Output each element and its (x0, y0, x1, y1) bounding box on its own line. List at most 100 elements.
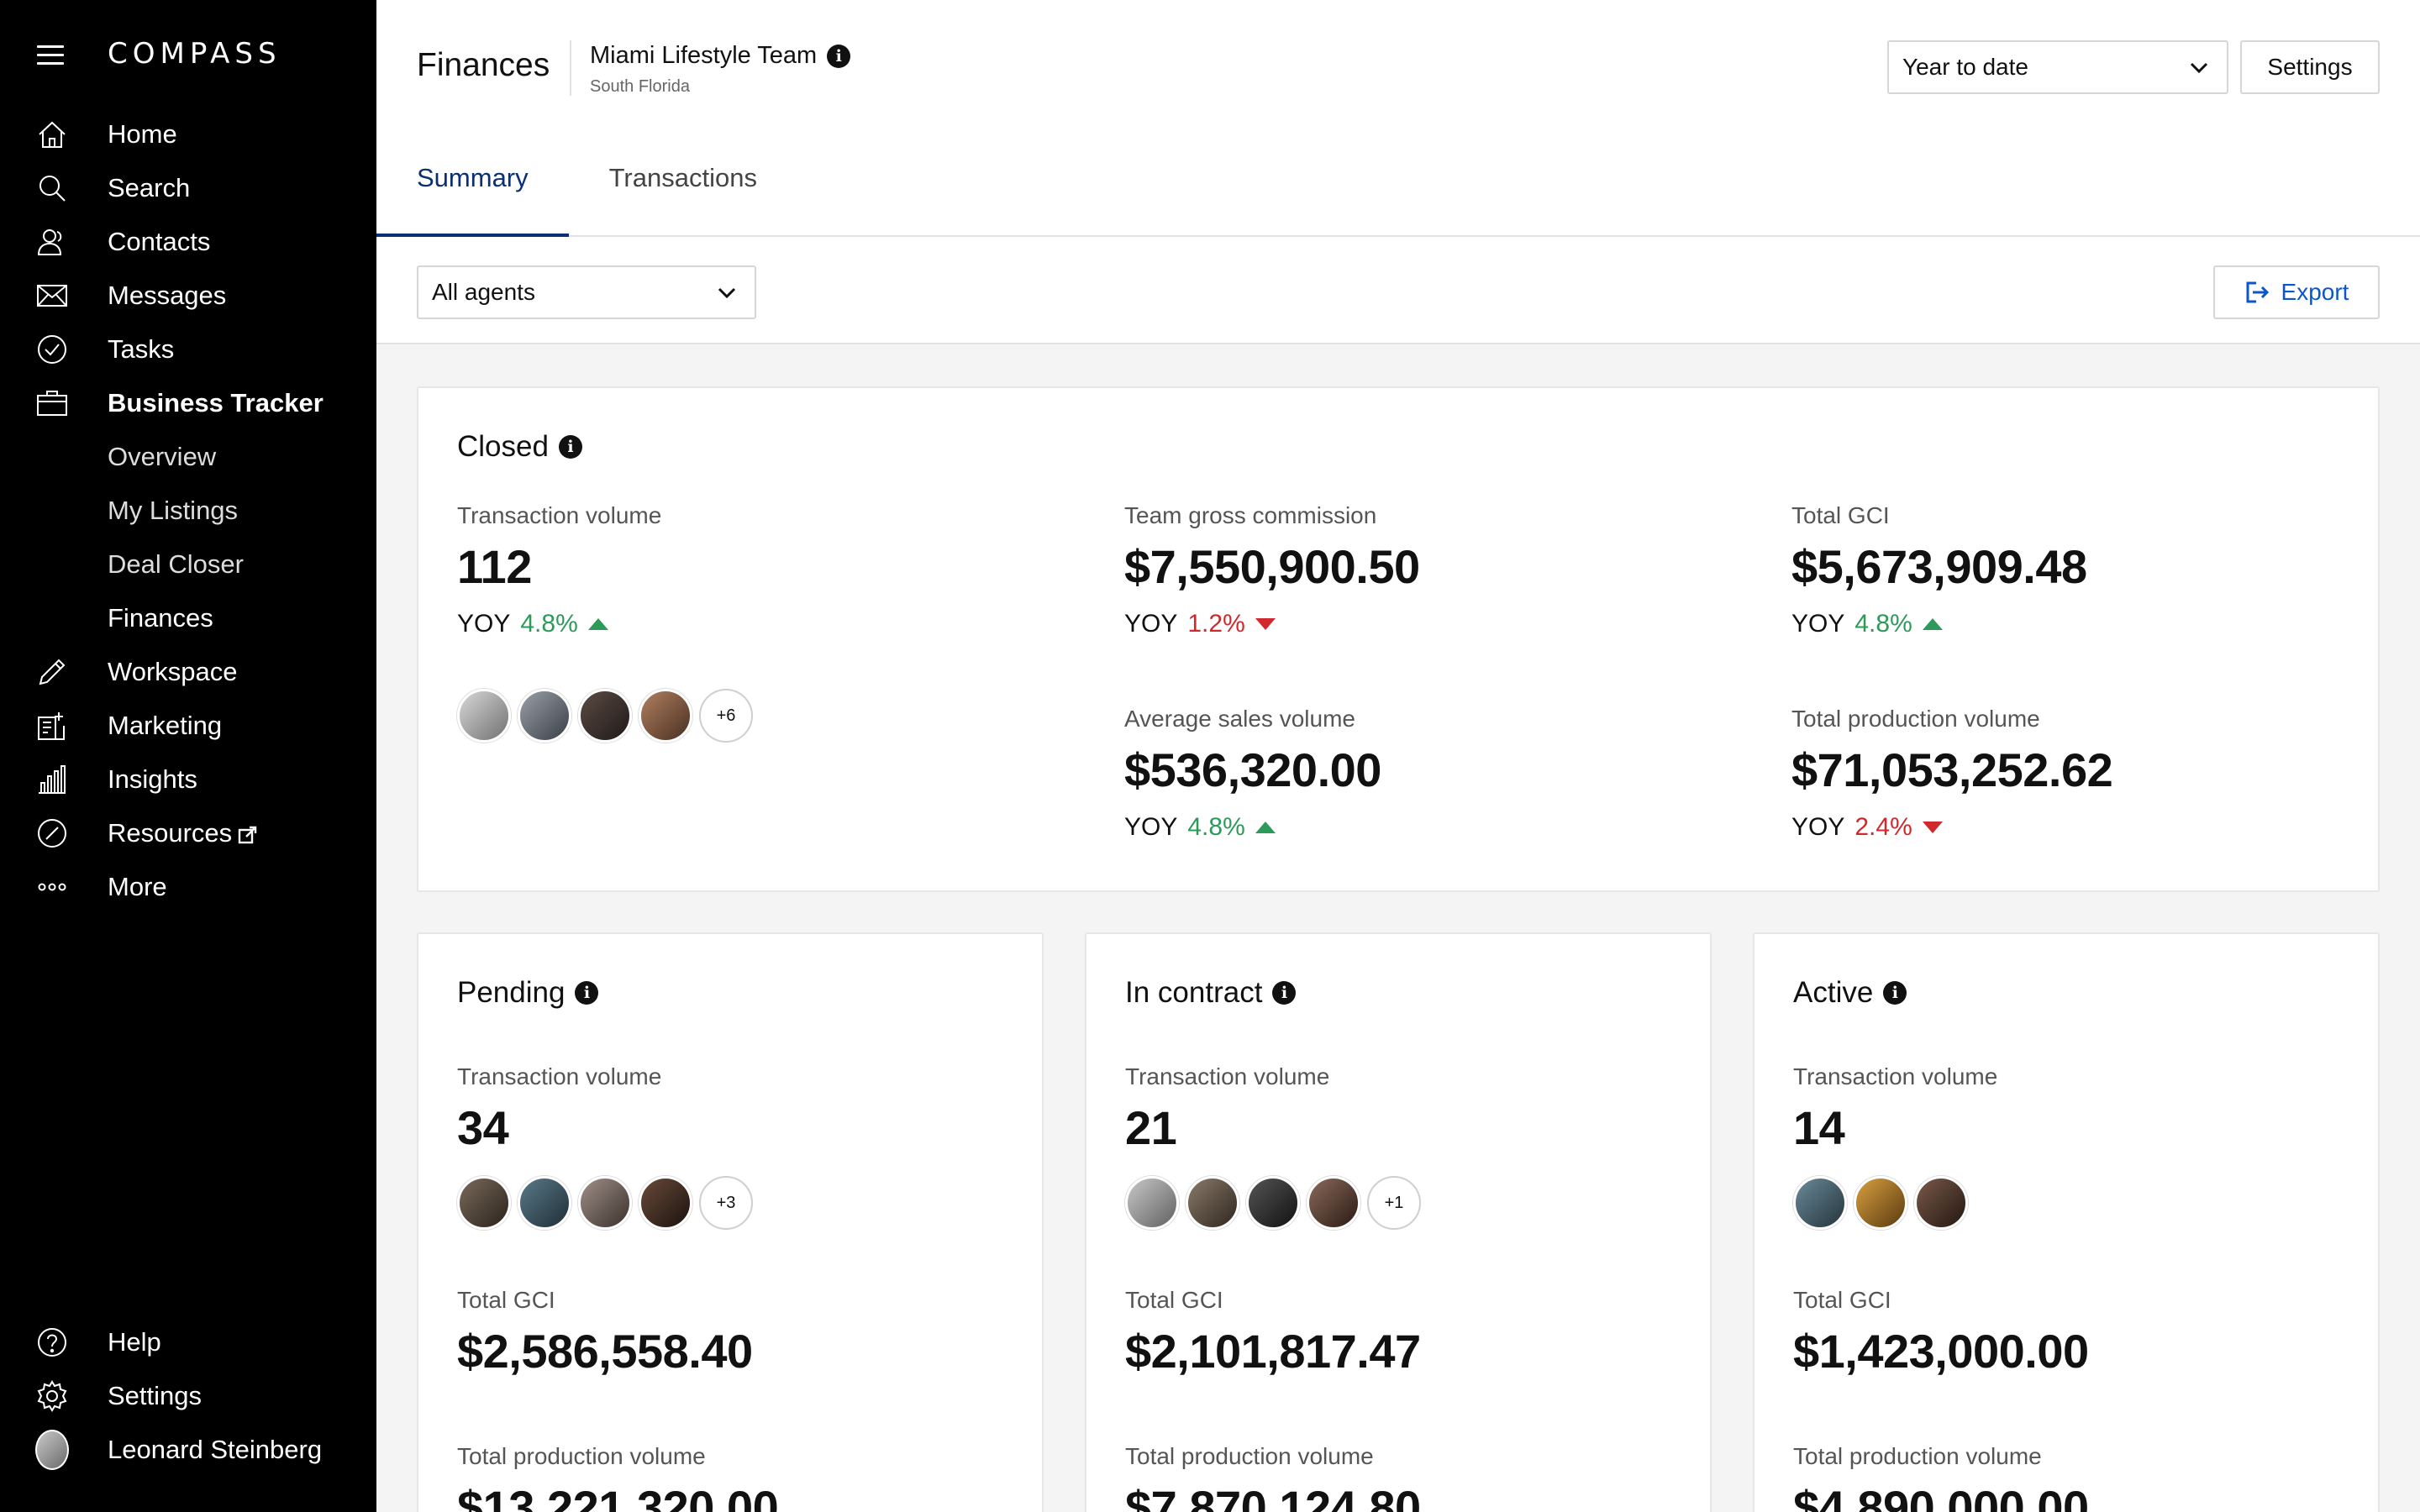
avatar[interactable] (578, 1176, 632, 1230)
nav-item-my-listings[interactable]: My Listings (0, 484, 376, 538)
avatar[interactable] (639, 689, 692, 743)
metric-value: $2,101,817.47 (1125, 1325, 1421, 1378)
nav-label: Overview (108, 442, 217, 471)
contacts-icon (35, 227, 69, 257)
arrow-down-icon (1922, 822, 1943, 833)
tab-summary[interactable]: Summary (376, 156, 569, 237)
avatar (35, 1430, 69, 1470)
nav-item-tasks[interactable]: Tasks (0, 323, 376, 376)
settings-button[interactable]: Settings (2240, 40, 2380, 94)
nav-label: Business Tracker (108, 388, 324, 417)
nav-item-more[interactable]: More (0, 860, 376, 914)
nav-item-settings[interactable]: Settings (0, 1369, 376, 1423)
metric-value: 34 (457, 1101, 509, 1154)
nav-item-help[interactable]: Help (0, 1315, 376, 1369)
nav-label: Tasks (108, 334, 175, 364)
yoy-indicator: YOY 1.2% (1124, 610, 1276, 638)
nav-item-marketing[interactable]: Marketing (0, 699, 376, 753)
metric-label: Total GCI (1125, 1287, 1223, 1313)
external-link-icon (238, 826, 257, 844)
bar-chart-icon (35, 764, 69, 795)
period-select[interactable]: Year to date (1887, 40, 2228, 94)
metric-label: Transaction volume (457, 1063, 662, 1089)
avatar[interactable] (1307, 1176, 1360, 1230)
nav-item-business-tracker[interactable]: Business Tracker (0, 376, 376, 430)
avatar[interactable] (1246, 1176, 1300, 1230)
metric-label: Total production volume (1125, 1443, 1374, 1469)
arrow-up-icon (1255, 822, 1276, 833)
nav-item-insights[interactable]: Insights (0, 753, 376, 806)
yoy-indicator: YOY 2.4% (1791, 813, 1943, 842)
info-icon[interactable]: i (558, 435, 582, 459)
nav-item-workspace[interactable]: Workspace (0, 645, 376, 699)
agent-avatars[interactable]: +6 (457, 689, 753, 743)
more-agents-badge[interactable]: +6 (699, 689, 753, 743)
chevron-down-icon (2190, 62, 2208, 74)
nav-item-messages[interactable]: Messages (0, 269, 376, 323)
more-agents-badge[interactable]: +1 (1367, 1176, 1421, 1230)
agent-avatars[interactable]: +1 (1125, 1176, 1421, 1230)
avatar[interactable] (518, 689, 571, 743)
metric-label: Total GCI (457, 1287, 555, 1313)
agents-select[interactable]: All agents (417, 265, 756, 319)
gear-icon (35, 1380, 69, 1412)
nav-label: Resources (108, 818, 259, 848)
hamburger-icon[interactable] (37, 45, 64, 65)
closed-title: Closed i (457, 430, 582, 464)
metric-value: $71,053,252.62 (1791, 743, 2113, 796)
agent-avatars[interactable]: +3 (457, 1176, 753, 1230)
compass-logo[interactable]: COMPASS (108, 37, 281, 71)
filter-bar: All agents Export (376, 237, 2420, 344)
nav-label: Marketing (108, 711, 223, 740)
nav-item-search[interactable]: Search (0, 161, 376, 215)
metric-value: 14 (1793, 1101, 1845, 1154)
check-circle-icon (35, 334, 69, 365)
avatar[interactable] (1125, 1176, 1179, 1230)
nav-item-home[interactable]: Home (0, 108, 376, 161)
avatar[interactable] (457, 1176, 511, 1230)
avatar[interactable] (1914, 1176, 1968, 1230)
nav-item-contacts[interactable]: Contacts (0, 215, 376, 269)
info-icon[interactable]: i (827, 44, 851, 68)
nav-label: Finances (108, 603, 213, 633)
metric-label: Total GCI (1791, 502, 1890, 528)
metric-label: Transaction volume (1793, 1063, 1998, 1089)
info-icon[interactable]: i (575, 981, 599, 1005)
avatar[interactable] (578, 689, 632, 743)
help-icon (35, 1327, 69, 1357)
nav-item-deal-closer[interactable]: Deal Closer (0, 538, 376, 591)
nav-label: Contacts (108, 227, 211, 256)
avatar[interactable] (1854, 1176, 1907, 1230)
team-region: South Florida (590, 77, 690, 96)
menu-toggle[interactable] (37, 42, 64, 67)
nav-item-overview[interactable]: Overview (0, 430, 376, 484)
metric-value: $1,423,000.00 (1793, 1325, 2089, 1378)
nav-label: Help (108, 1327, 161, 1357)
nav-label: Settings (108, 1381, 203, 1410)
nav-item-finances[interactable]: Finances (0, 591, 376, 645)
more-dots-icon (35, 872, 69, 902)
metric-label: Team gross commission (1124, 502, 1377, 528)
metric-label: Total GCI (1793, 1287, 1891, 1313)
tab-transactions[interactable]: Transactions (608, 163, 757, 192)
sidebar: COMPASS Home Search Contacts Messages Ta… (0, 0, 376, 1512)
avatar[interactable] (1186, 1176, 1239, 1230)
arrow-up-icon (587, 618, 608, 630)
export-button[interactable]: Export (2213, 265, 2380, 319)
nav-item-profile[interactable]: Leonard Steinberg (0, 1423, 376, 1477)
more-agents-badge[interactable]: +3 (699, 1176, 753, 1230)
main-nav: Home Search Contacts Messages Tasks Busi… (0, 108, 376, 914)
avatar[interactable] (457, 689, 511, 743)
agent-avatars[interactable] (1793, 1176, 1975, 1230)
metric-label: Total production volume (1791, 706, 2040, 732)
avatar[interactable] (639, 1176, 692, 1230)
briefcase-icon (35, 388, 69, 418)
nav-item-resources[interactable]: Resources (0, 806, 376, 860)
yoy-indicator: YOY 4.8% (1124, 813, 1276, 842)
avatar[interactable] (518, 1176, 571, 1230)
info-icon[interactable]: i (1272, 981, 1297, 1005)
avatar[interactable] (1793, 1176, 1847, 1230)
yoy-indicator: YOY 4.8% (1791, 610, 1943, 638)
info-icon[interactable]: i (1883, 981, 1907, 1005)
team-name: Miami Lifestyle Team i (590, 42, 851, 70)
